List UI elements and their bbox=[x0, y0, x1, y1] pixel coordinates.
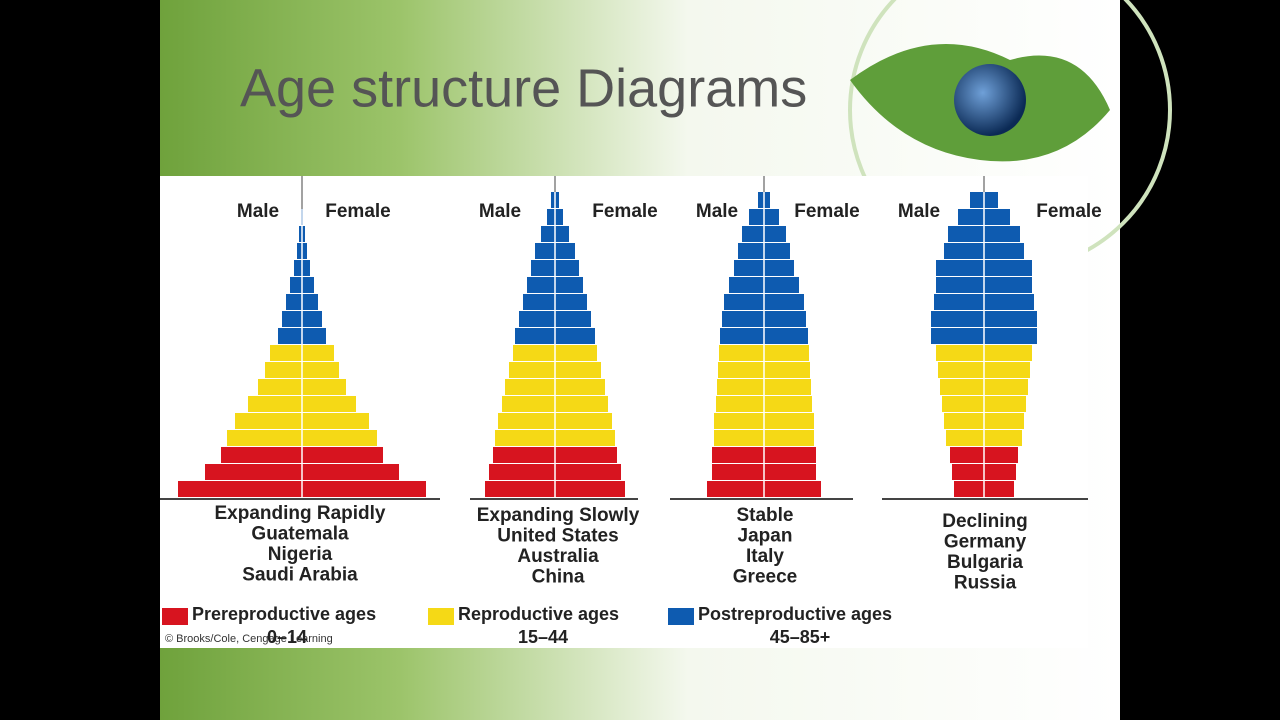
country: Nigeria bbox=[268, 544, 333, 565]
male-label: Male bbox=[479, 201, 521, 222]
country: Germany bbox=[944, 532, 1027, 553]
pyramid-title: Declining bbox=[942, 511, 1028, 532]
legend-range: 15–44 bbox=[518, 627, 568, 647]
legend-swatch bbox=[428, 608, 454, 625]
legend-range: 0–14 bbox=[267, 627, 307, 647]
country: Russia bbox=[954, 573, 1017, 594]
country: China bbox=[532, 567, 585, 588]
female-label: Female bbox=[794, 201, 859, 222]
male-label: Male bbox=[898, 201, 940, 222]
legend-range: 45–85+ bbox=[770, 627, 831, 647]
legend-swatch bbox=[162, 608, 188, 625]
male-label: Male bbox=[237, 201, 279, 222]
country: Bulgaria bbox=[947, 552, 1023, 573]
country: Australia bbox=[517, 546, 599, 567]
country: Guatemala bbox=[251, 524, 349, 545]
male-label: Male bbox=[696, 201, 738, 222]
female-label: Female bbox=[325, 201, 390, 222]
country: Italy bbox=[746, 546, 784, 567]
country: Greece bbox=[733, 567, 797, 588]
legend-swatch bbox=[668, 608, 694, 625]
legend-label: Postreproductive ages bbox=[698, 604, 892, 624]
country: Saudi Arabia bbox=[242, 565, 358, 586]
legend-label: Prereproductive ages bbox=[192, 604, 376, 624]
globe bbox=[954, 64, 1026, 136]
female-label: Female bbox=[1036, 201, 1101, 222]
country: United States bbox=[497, 526, 618, 547]
pyramid-title: Expanding Rapidly bbox=[214, 503, 385, 524]
pyramid-title: Expanding Slowly bbox=[477, 505, 640, 526]
country: Japan bbox=[738, 526, 793, 547]
pyramid-title: Stable bbox=[736, 505, 793, 526]
female-label: Female bbox=[592, 201, 657, 222]
credit: © Brooks/Cole, Cengage Learning bbox=[165, 633, 333, 645]
slide-title: Age structure Diagrams bbox=[240, 58, 807, 118]
legend-label: Reproductive ages bbox=[458, 604, 619, 624]
